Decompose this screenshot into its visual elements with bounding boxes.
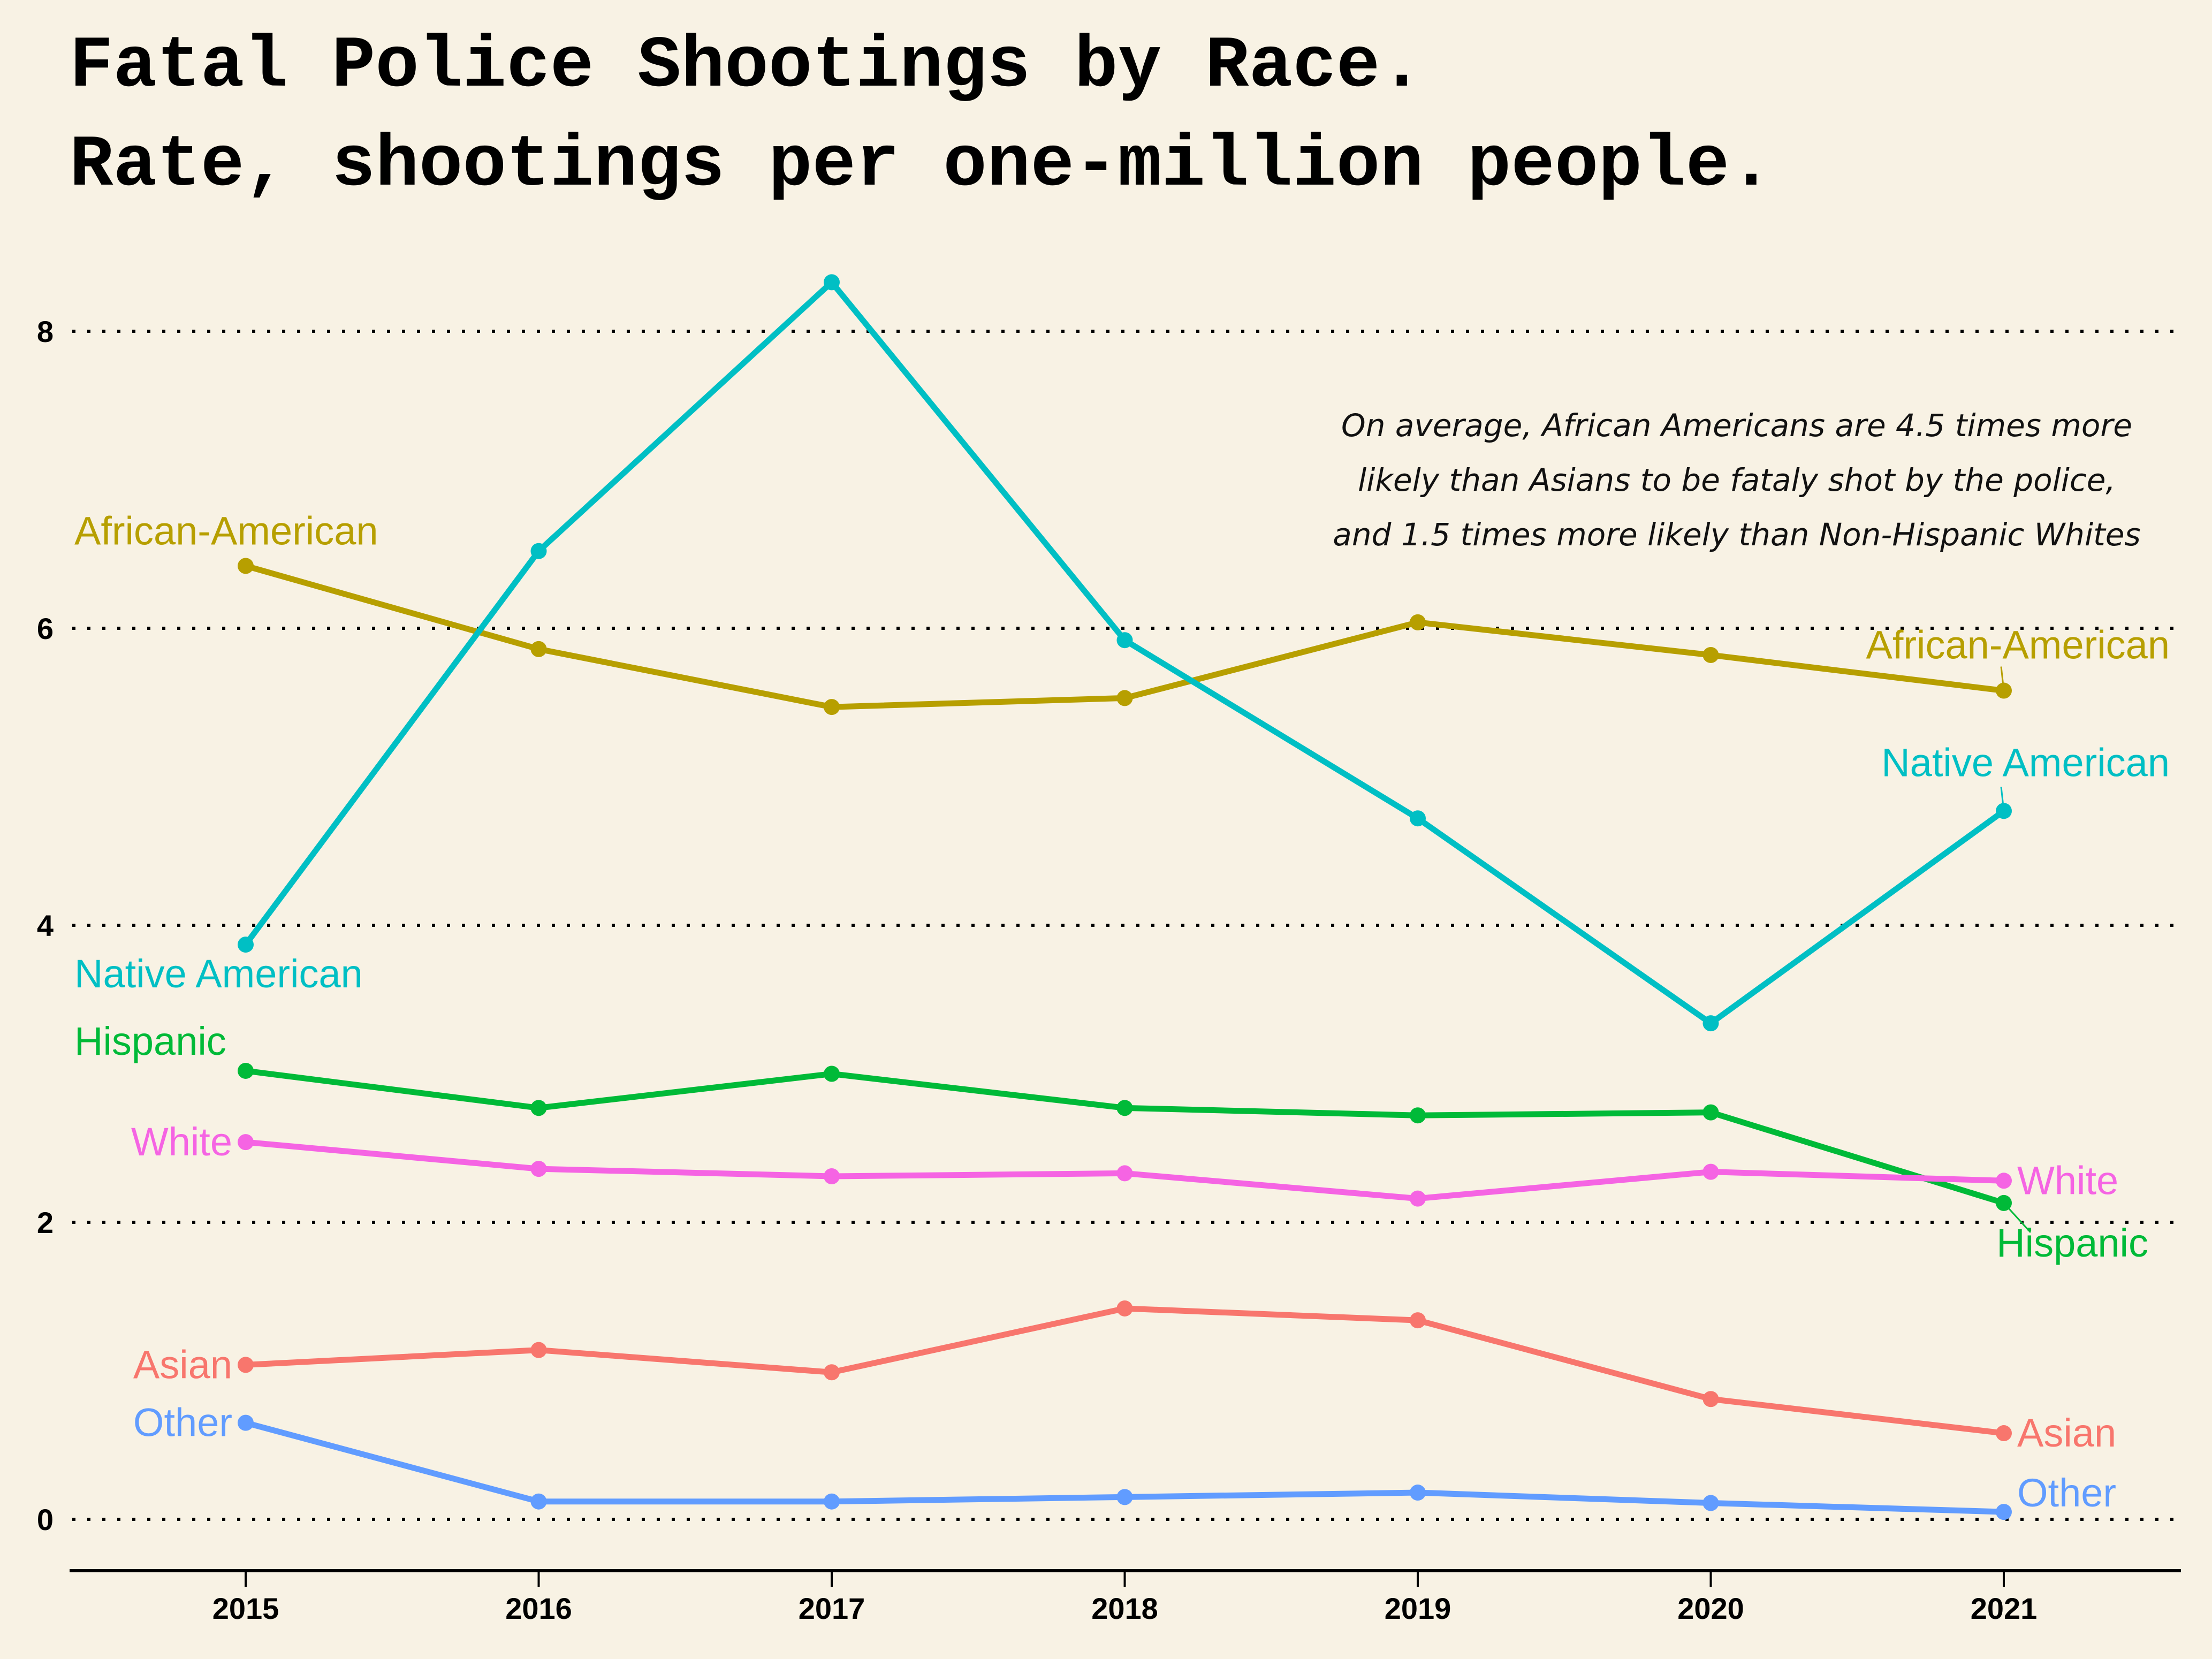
y-axis: 0 2 4 6 8 [37, 315, 54, 1536]
data-point [1702, 1015, 1719, 1032]
data-point [1702, 1391, 1719, 1407]
data-point [530, 1342, 547, 1358]
title-line-1: Fatal Police Shootings by Race. [70, 25, 1424, 108]
data-point [238, 1062, 254, 1079]
data-point [238, 1134, 254, 1151]
data-point [238, 937, 254, 953]
series-label-end: Hispanic [1996, 1221, 2148, 1265]
data-point [238, 1357, 254, 1373]
data-point [1702, 1104, 1719, 1121]
x-tick-label: 2020 [1677, 1592, 1744, 1625]
x-tick-label: 2019 [1385, 1592, 1451, 1625]
data-point [530, 1100, 547, 1116]
data-point [1996, 1173, 2012, 1189]
data-point [1410, 1312, 1426, 1329]
x-tick-label: 2016 [505, 1592, 572, 1625]
data-point [1702, 1495, 1719, 1511]
series-label-start: Hispanic [74, 1019, 226, 1063]
annotation-line-2: likely than Asians to be fataly shot by … [1358, 462, 2116, 498]
data-point [530, 1161, 547, 1177]
x-tick-label: 2021 [1971, 1592, 2038, 1625]
series-hispanic [238, 1062, 2012, 1211]
data-point [1410, 1107, 1426, 1124]
series-label-end: White [2017, 1158, 2118, 1203]
series-label-end: African-American [1866, 623, 2170, 667]
series-label-start: Native American [74, 952, 363, 996]
data-point [824, 274, 840, 291]
series-label-end: Asian [2017, 1411, 2116, 1455]
x-tick-label: 2017 [799, 1592, 865, 1625]
series-label-start: Other [133, 1401, 232, 1445]
series-white [238, 1134, 2012, 1207]
annotation-line-3: and 1.5 times more likely than Non-Hispa… [1333, 516, 2140, 553]
data-point [824, 1066, 840, 1082]
series-labels: African-American Native American Hispanic W… [74, 508, 2170, 1515]
x-axis: 2015 2016 2017 2018 2019 2020 2021 [70, 1569, 2181, 1625]
series-label-end: Native American [1881, 740, 2170, 785]
series-native-american [238, 274, 2012, 1032]
y-tick-label: 8 [37, 315, 54, 348]
annotation: On average, African Americans are 4.5 ti… [1333, 407, 2140, 553]
data-point [238, 1414, 254, 1431]
label-leader-line [2003, 1202, 2032, 1233]
series-african-american [238, 558, 2012, 716]
label-leader-line [2000, 787, 2005, 811]
data-point [1410, 1190, 1426, 1207]
series-other [238, 1414, 2012, 1520]
gridlines [72, 330, 2181, 1521]
data-point [1996, 1425, 2012, 1442]
label-leader-line [2000, 666, 2005, 691]
data-point [824, 1364, 840, 1381]
data-point [1410, 1485, 1426, 1501]
data-point [1410, 614, 1426, 630]
annotation-line-1: On average, African Americans are 4.5 ti… [1341, 407, 2132, 444]
data-point [824, 1168, 840, 1184]
data-point [1116, 1100, 1133, 1116]
data-point [1702, 646, 1719, 663]
data-point [530, 1493, 547, 1510]
series-label-start: White [131, 1120, 232, 1164]
data-point [824, 1493, 840, 1510]
y-tick-label: 4 [37, 909, 54, 942]
series-group [238, 274, 2012, 1520]
series-asian [238, 1300, 2012, 1442]
y-tick-label: 2 [37, 1206, 54, 1239]
y-tick-label: 6 [37, 612, 54, 645]
data-point [530, 543, 547, 559]
series-line [245, 1068, 2005, 1206]
data-point [824, 699, 840, 716]
data-point [1996, 1504, 2012, 1520]
data-point [1410, 810, 1426, 827]
chart-title: Fatal Police Shootings by Race. Rate, sh… [70, 25, 1773, 207]
title-line-2: Rate, shootings per one-million people. [70, 124, 1773, 207]
data-point [530, 641, 547, 657]
data-point [1116, 1300, 1133, 1316]
series-line [243, 279, 2006, 1026]
data-point [1116, 1489, 1133, 1505]
data-point [1116, 690, 1133, 706]
series-label-end: Other [2017, 1471, 2116, 1515]
data-point [1702, 1163, 1719, 1180]
series-line [245, 1305, 2004, 1436]
x-tick-label: 2015 [212, 1592, 279, 1625]
y-tick-label: 0 [37, 1503, 54, 1536]
series-label-start: African-American [74, 508, 378, 553]
data-point [1116, 1165, 1133, 1182]
data-point [238, 558, 254, 574]
series-label-start: Asian [133, 1342, 232, 1387]
data-point [1116, 632, 1133, 649]
x-tick-label: 2018 [1091, 1592, 1158, 1625]
